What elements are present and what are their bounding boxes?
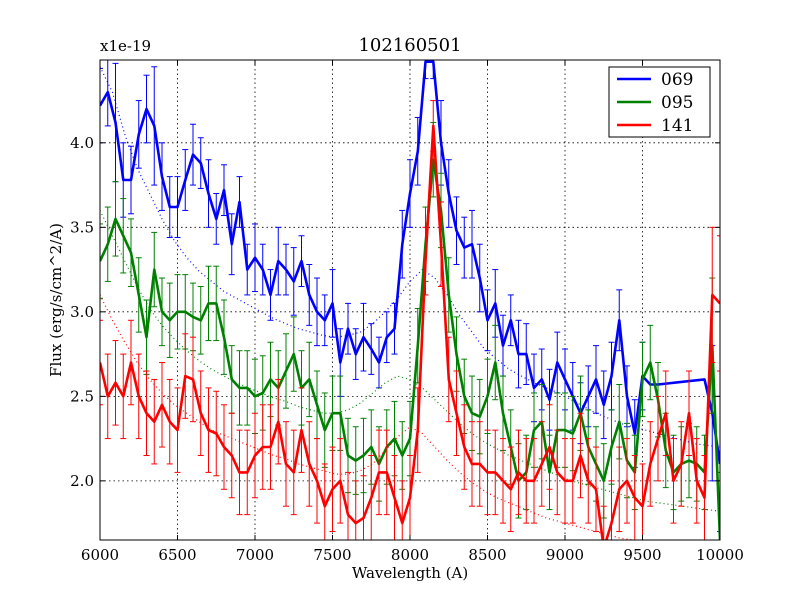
y-tick-label-1: 2.5 [70, 387, 94, 405]
x-tick-label-5: 8500 [468, 546, 506, 564]
y-axis-title: Flux (erg/s/cm^2/A) [47, 223, 65, 377]
y-tick-label-0: 2.0 [70, 472, 94, 490]
series-095 [100, 122, 720, 540]
x-axis-title: Wavelength (A) [352, 564, 468, 582]
errorbar-095-0 [100, 223, 103, 299]
model-curve-141 [100, 294, 638, 540]
x-tick-label-7: 9500 [623, 546, 661, 564]
plot-area [100, 60, 720, 540]
errorbar-141-0 [100, 319, 103, 406]
x-tick-label-4: 8000 [391, 546, 429, 564]
legend-entry-141: 141 [617, 116, 693, 136]
legend: 069 095 141 [608, 66, 711, 138]
errorbar-141-65 [600, 505, 607, 540]
x-tick-label-6: 9000 [546, 546, 584, 564]
errorbar-141-80 [717, 235, 720, 372]
y-tick-label-4: 4.0 [70, 134, 94, 152]
data-line-141 [100, 124, 720, 540]
y-scale-label: x1e-19 [100, 37, 151, 55]
x-tick-label-2: 7000 [236, 546, 274, 564]
legend-label-069: 069 [661, 70, 693, 90]
chart-title: 102160501 [358, 35, 461, 56]
axes: 6000 6500 7000 7500 8000 8500 9000 9500 10000 2.0… [70, 59, 744, 564]
y-tick-label-3: 3.5 [70, 218, 94, 236]
y-tick-label-2: 3.0 [70, 303, 94, 321]
legend-label-095: 095 [661, 93, 693, 113]
x-tick-label-3: 7500 [313, 546, 351, 564]
legend-label-141: 141 [661, 116, 693, 136]
x-tick-label-1: 6500 [158, 546, 196, 564]
x-tick-label-0: 6000 [81, 546, 119, 564]
legend-entry-069: 069 [617, 70, 693, 90]
data-line-069 [100, 60, 720, 465]
model-curve-095 [100, 210, 720, 512]
series-069 [100, 60, 720, 533]
data-line-095 [100, 158, 720, 540]
series-141 [100, 100, 720, 540]
x-tick-label-8: 10000 [696, 546, 744, 564]
legend-entry-095: 095 [617, 93, 693, 113]
